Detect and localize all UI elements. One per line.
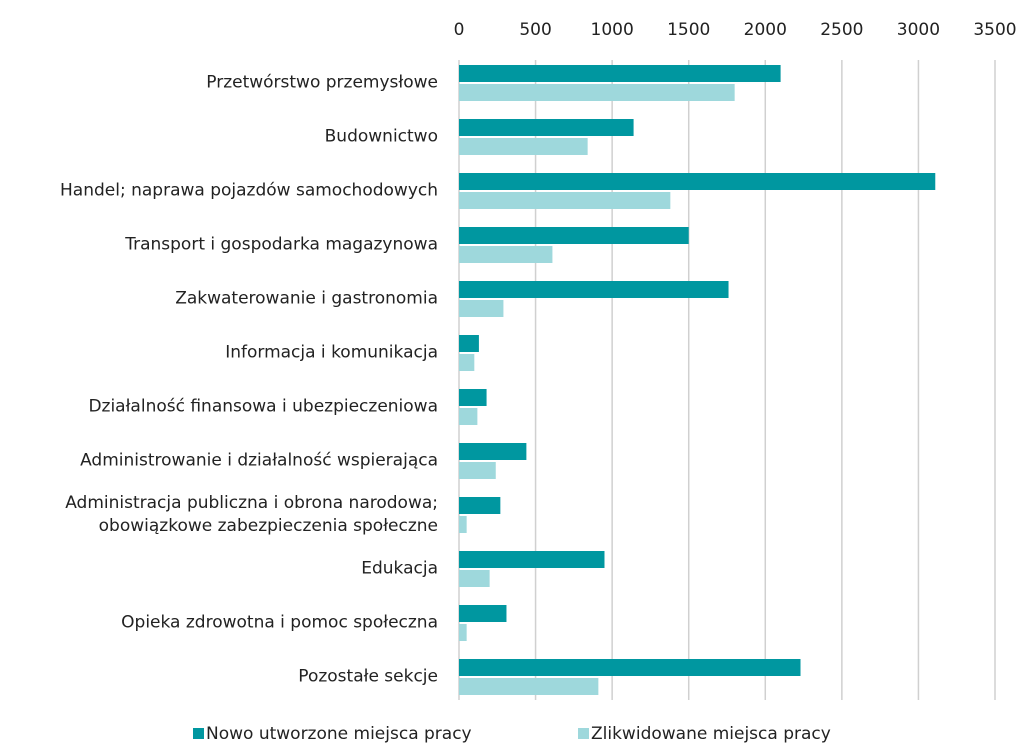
bar [459,389,487,406]
bar [459,678,599,695]
bar [459,119,634,136]
bar [459,138,588,155]
bar [459,408,478,425]
bar [459,281,729,298]
bar [459,462,496,479]
category-label: Administrowanie i działalność wspierając… [80,450,438,471]
bar [459,443,527,460]
bar [459,354,475,371]
bar [459,300,504,317]
bar [459,605,507,622]
category-label: Zakwaterowanie i gastronomia [175,288,438,309]
category-label: Edukacja [361,558,438,579]
category-label: Przetwórstwo przemysłowe [206,72,438,93]
bar [459,246,553,263]
bar [459,227,689,244]
bar [459,192,671,209]
bar [459,659,801,676]
x-tick-label: 2000 [744,20,787,40]
bar [459,335,479,352]
bar [459,570,490,587]
category-label: Administracja publiczna i obrona narodow… [65,493,438,536]
bar [459,84,735,101]
bar [459,516,467,533]
x-tick-label: 0 [454,20,465,40]
bar [459,497,501,514]
x-tick-label: 3000 [897,20,940,40]
bar [459,624,467,641]
category-label: Budownictwo [324,126,438,147]
category-label: Pozostałe sekcje [298,666,438,687]
legend-label: Nowo utworzone miejsca pracy [206,724,472,744]
legend-swatch [578,728,589,739]
category-label: Działalność finansowa i ubezpieczeniowa [88,396,438,417]
x-tick-label: 500 [519,20,551,40]
bar [459,173,936,190]
bar [459,65,781,82]
bar [459,551,605,568]
x-tick-label: 1000 [591,20,634,40]
legend-swatch [193,728,204,739]
category-label: Informacja i komunikacja [225,342,438,363]
category-label: Transport i gospodarka magazynowa [125,234,438,255]
x-tick-label: 2500 [820,20,863,40]
legend-label: Zlikwidowane miejsca pracy [591,724,831,744]
x-tick-label: 1500 [667,20,710,40]
category-label: Handel; naprawa pojazdów samochodowych [60,180,438,201]
x-tick-label: 3500 [973,20,1016,40]
category-label: Opieka zdrowotna i pomoc społeczna [121,612,438,633]
